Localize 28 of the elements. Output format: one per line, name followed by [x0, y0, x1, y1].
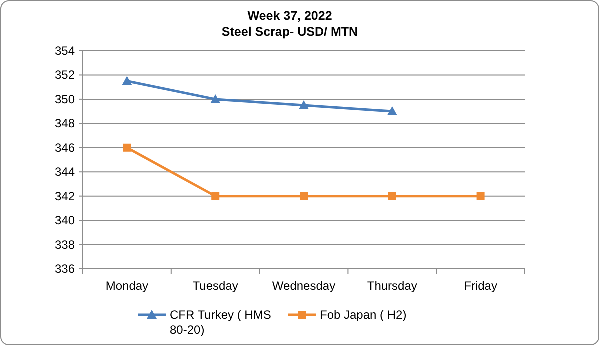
point [212, 192, 220, 200]
x-tick-label: Wednesday [272, 279, 336, 293]
x-tick-label: Tuesday [192, 279, 238, 293]
chart-title: Week 37, 2022 [248, 9, 332, 23]
chart-subtitle: Steel Scrap- USD/ MTN [222, 25, 358, 39]
y-tick-label: 344 [54, 165, 76, 180]
point [476, 192, 485, 200]
y-tick-label: 342 [54, 189, 76, 204]
point [387, 106, 398, 116]
x-tick-label: Thursday [367, 279, 418, 293]
point [300, 192, 308, 200]
y-tick-label: 348 [54, 116, 76, 131]
y-tick-label: 336 [54, 262, 76, 276]
y-tick-label: 340 [54, 214, 76, 228]
y-tick-label: 354 [54, 44, 76, 58]
legend-label: CFR Turkey ( HMS 80-20) [170, 308, 272, 337]
y-tick-label: 346 [54, 140, 76, 155]
point [123, 144, 132, 152]
point [299, 100, 309, 110]
point [210, 94, 221, 104]
x-tick-label: Monday [106, 279, 149, 293]
y-tick-label: 352 [54, 68, 76, 82]
point [388, 192, 396, 200]
y-tick-label: 350 [54, 92, 76, 106]
legend-label: Fob Japan ( H2) [320, 308, 407, 322]
y-tick-label: 338 [54, 238, 76, 252]
point [122, 76, 132, 86]
x-tick-label: Friday [464, 279, 498, 293]
